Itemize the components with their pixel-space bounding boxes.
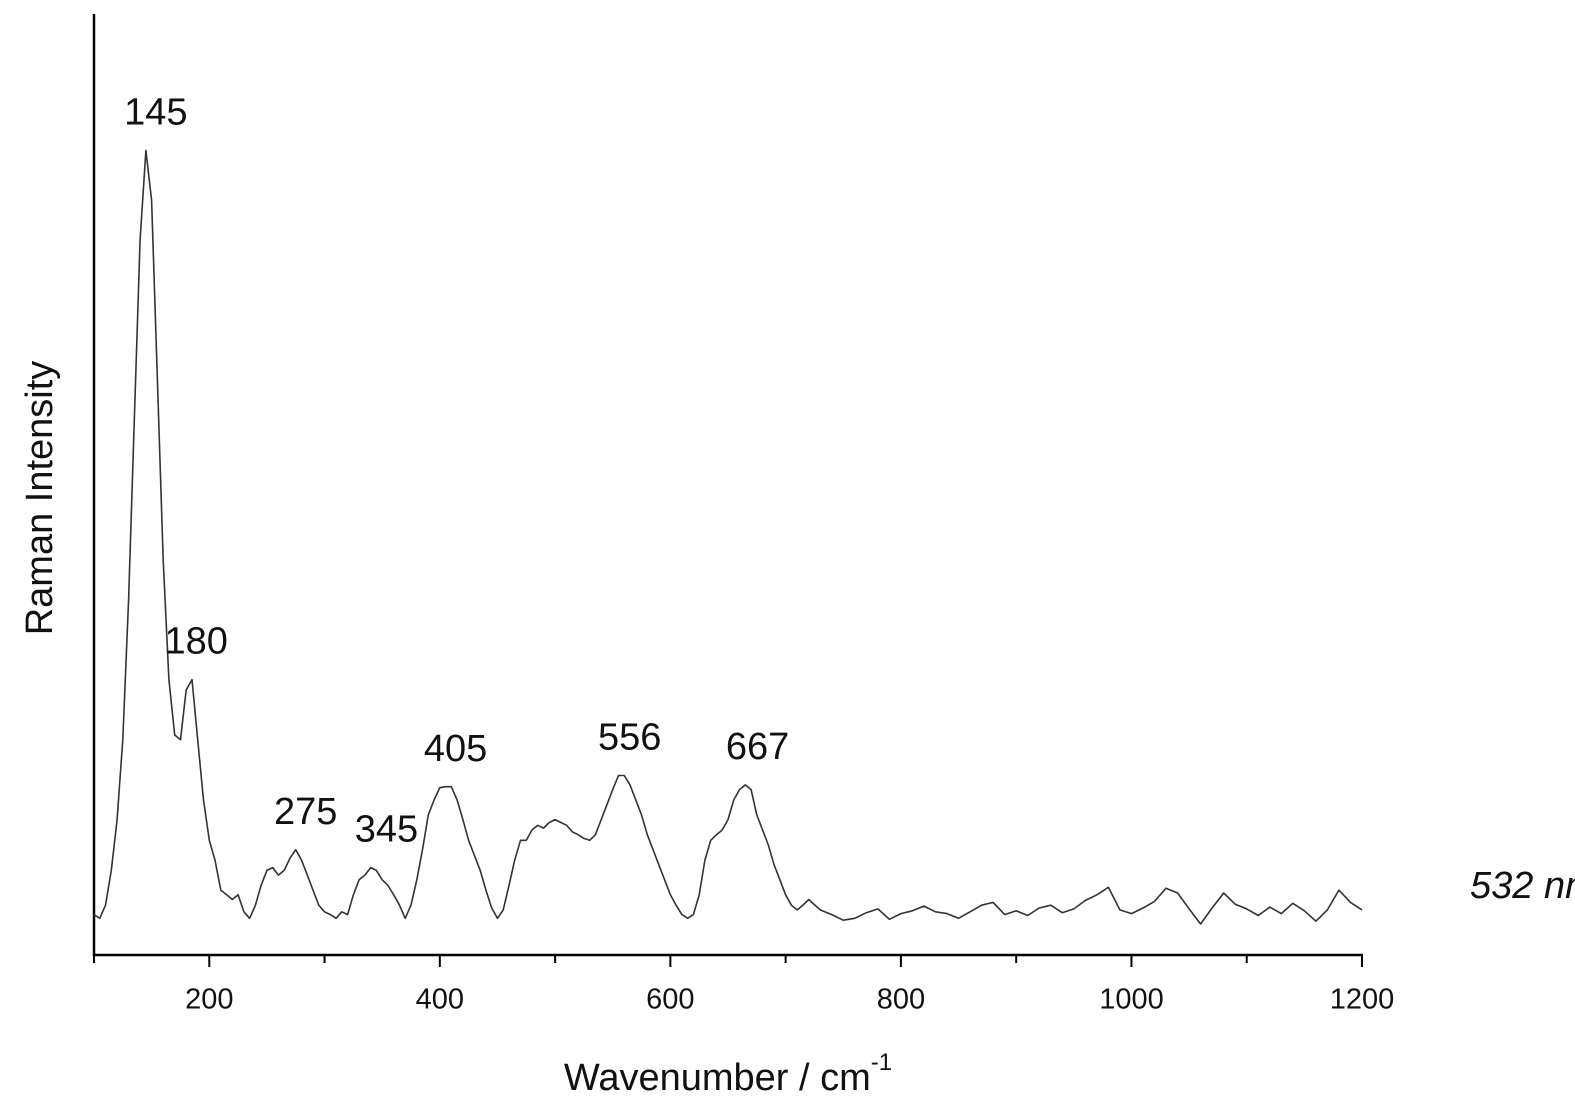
x-axis-label: Wavenumber / cm-1 xyxy=(564,1049,892,1099)
x-tick-label: 600 xyxy=(646,984,694,1016)
y-axis-label: Raman Intensity xyxy=(19,361,61,636)
x-tick-label: 1000 xyxy=(1099,984,1164,1016)
x-tick-label: 200 xyxy=(185,984,233,1016)
peak-label: 145 xyxy=(124,91,187,133)
peak-label: 180 xyxy=(165,621,228,663)
peak-label: 405 xyxy=(424,728,487,770)
spectrum-line xyxy=(93,149,1363,925)
x-tick-label: 400 xyxy=(416,984,464,1016)
x-axis-label-superscript: -1 xyxy=(871,1049,892,1076)
peak-label: 667 xyxy=(726,726,789,768)
x-tick-label: 800 xyxy=(877,984,925,1016)
peak-label: 345 xyxy=(355,809,418,851)
peak-label: 275 xyxy=(274,791,337,833)
x-axis-label-text: Wavenumber / cm xyxy=(564,1057,871,1099)
x-tick-label: 1200 xyxy=(1330,984,1395,1016)
series-label: 532 nm xyxy=(1470,865,1575,907)
peak-label: 556 xyxy=(598,716,661,758)
